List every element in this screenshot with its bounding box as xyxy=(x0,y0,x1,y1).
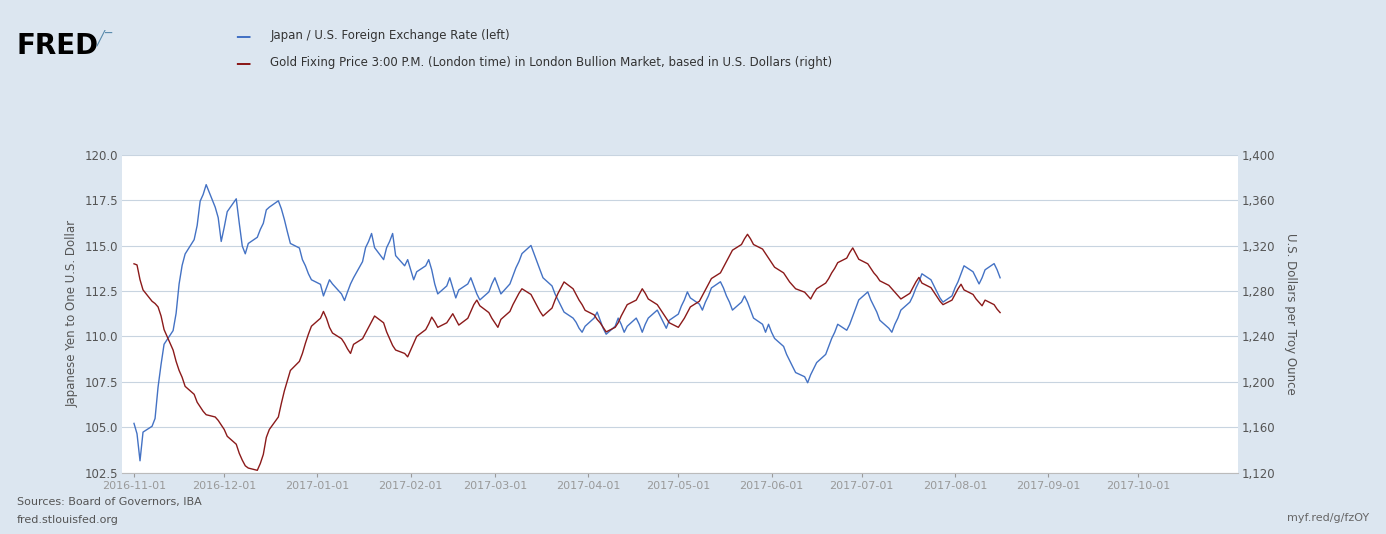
Text: —: — xyxy=(236,56,251,71)
Text: myf.red/g/fzOY: myf.red/g/fzOY xyxy=(1288,513,1369,523)
Text: Gold Fixing Price 3:00 P.M. (London time) in London Bullion Market, based in U.S: Gold Fixing Price 3:00 P.M. (London time… xyxy=(270,56,833,69)
Text: Japan / U.S. Foreign Exchange Rate (left): Japan / U.S. Foreign Exchange Rate (left… xyxy=(270,29,510,42)
Text: fred.stlouisfed.org: fred.stlouisfed.org xyxy=(17,515,119,525)
Text: —: — xyxy=(236,29,251,44)
Y-axis label: U.S. Dollars per Troy Ounce: U.S. Dollars per Troy Ounce xyxy=(1283,233,1297,395)
Text: FRED: FRED xyxy=(17,32,98,60)
Text: Sources: Board of Governors, IBA: Sources: Board of Governors, IBA xyxy=(17,497,201,507)
Text: ╱‾: ╱‾ xyxy=(94,29,112,46)
Y-axis label: Japanese Yen to One U.S. Dollar: Japanese Yen to One U.S. Dollar xyxy=(65,220,79,407)
